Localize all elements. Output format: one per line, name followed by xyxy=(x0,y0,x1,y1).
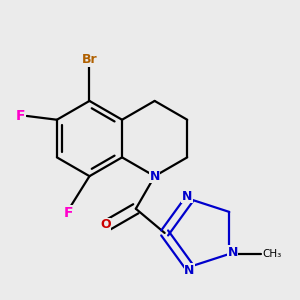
Text: F: F xyxy=(16,109,26,123)
Text: Br: Br xyxy=(82,53,97,66)
Text: F: F xyxy=(63,206,73,220)
Text: O: O xyxy=(100,218,111,231)
Text: N: N xyxy=(184,264,194,277)
Text: N: N xyxy=(227,246,238,259)
Text: N: N xyxy=(149,170,160,183)
Text: N: N xyxy=(182,190,192,203)
Text: CH₃: CH₃ xyxy=(262,249,281,259)
